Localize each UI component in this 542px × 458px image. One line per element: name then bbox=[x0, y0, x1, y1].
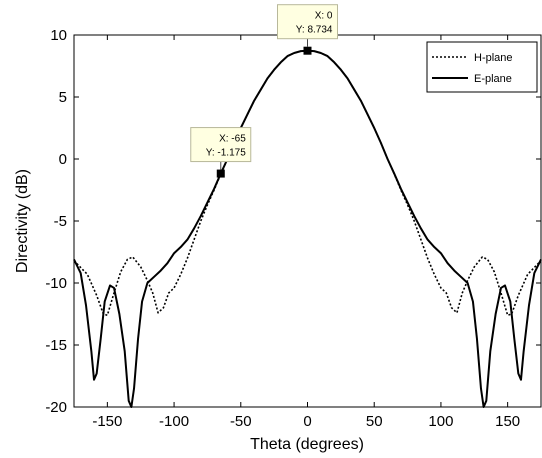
x-axis-label: Theta (degrees) bbox=[250, 436, 364, 453]
x-tick-label: -100 bbox=[159, 413, 189, 430]
x-tick-label: -150 bbox=[92, 413, 122, 430]
y-tick-label: -10 bbox=[45, 275, 67, 292]
y-tick-label: -20 bbox=[45, 399, 67, 416]
legend-box bbox=[426, 41, 538, 93]
datatip-y-text: Y: 8.734 bbox=[296, 25, 333, 36]
legend-label-e-plane: E-plane bbox=[474, 73, 512, 85]
y-tick-label: 10 bbox=[50, 27, 67, 44]
datatip-box bbox=[190, 127, 252, 163]
y-tick-label: 5 bbox=[59, 89, 67, 106]
y-axis-label: Directivity (dB) bbox=[14, 169, 31, 273]
x-tick-label: -50 bbox=[230, 413, 252, 430]
plot-area bbox=[74, 35, 541, 407]
x-tick-label: 100 bbox=[428, 413, 453, 430]
y-tick-label: -15 bbox=[45, 337, 67, 354]
legend: H-plane E-plane bbox=[426, 41, 538, 93]
datatip-layer: X: 0 Y: 8.734 X: -65 Y: -1.175 bbox=[190, 4, 338, 170]
marker-layer bbox=[216, 46, 312, 178]
datatip-y-text: Y: -1.175 bbox=[206, 148, 246, 159]
datatip-marker[interactable] bbox=[303, 46, 312, 55]
legend-label-h-plane: H-plane bbox=[474, 52, 513, 64]
datatip-marker[interactable] bbox=[216, 169, 225, 178]
y-tick-label: -5 bbox=[54, 213, 67, 230]
x-tick-label: 150 bbox=[495, 413, 520, 430]
x-tick-label: 50 bbox=[366, 413, 383, 430]
datatip-x-text: X: -65 bbox=[219, 134, 246, 145]
y-tick-label: 0 bbox=[59, 151, 67, 168]
datatip-x-text: X: 0 bbox=[315, 11, 333, 22]
x-tick-label: 0 bbox=[303, 413, 311, 430]
datatip-box bbox=[277, 4, 338, 40]
